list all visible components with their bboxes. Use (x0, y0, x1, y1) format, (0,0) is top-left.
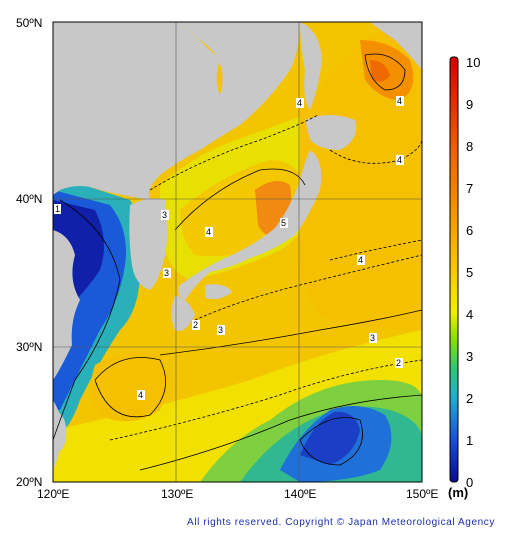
colorbar-tick-label: 1 (466, 433, 473, 448)
contour-label: 4 (397, 96, 402, 106)
contour-label: 3 (218, 325, 223, 335)
contour-label: 2 (193, 320, 198, 330)
map-frame (52, 21, 423, 483)
colorbar: 0 1 2 3 4 5 6 7 8 9 10 (m) (448, 55, 480, 500)
colorbar-tick-label: 9 (466, 97, 473, 112)
lat-label: 50ºN (16, 16, 42, 30)
contour-label: 4 (297, 98, 302, 108)
lon-label: 140ºE (284, 487, 316, 501)
contour-label: 3 (162, 210, 167, 220)
contour-label: 4 (138, 390, 143, 400)
colorbar-tick-label: 2 (466, 391, 473, 406)
lat-label: 30ºN (16, 340, 42, 354)
contour-label: 3 (370, 333, 375, 343)
colorbar-tick-label: 8 (466, 139, 473, 154)
colorbar-tick-label: 5 (466, 265, 473, 280)
lat-label: 20ºN (16, 475, 42, 489)
contour-label: 5 (281, 218, 286, 228)
colorbar-tick-label: 7 (466, 181, 473, 196)
colorbar-tick-label: 3 (466, 349, 473, 364)
contour-label: 4 (206, 227, 211, 237)
colorbar-tick-label: 10 (466, 55, 480, 70)
contour-label: 4 (397, 155, 402, 165)
colorbar-tick-label: 4 (466, 307, 473, 322)
copyright-notice: All rights reserved. Copyright © Japan M… (187, 517, 495, 528)
colorbar-unit: (m) (448, 485, 468, 500)
contour-label: 2 (396, 358, 401, 368)
colorbar-tick-label: 6 (466, 223, 473, 238)
lon-label: 130ºE (161, 487, 193, 501)
map-area: 1 2 3 3 3 4 4 4 4 4 5 3 2 4 (53, 22, 422, 482)
lat-label: 40ºN (16, 192, 42, 206)
colorbar-tick-label: 0 (466, 475, 473, 490)
lon-label: 120ºE (37, 487, 69, 501)
contour-label: 1 (55, 204, 60, 214)
contour-label: 3 (164, 268, 169, 278)
lon-label: 150ºE (406, 487, 438, 501)
contour-label: 4 (358, 255, 363, 265)
